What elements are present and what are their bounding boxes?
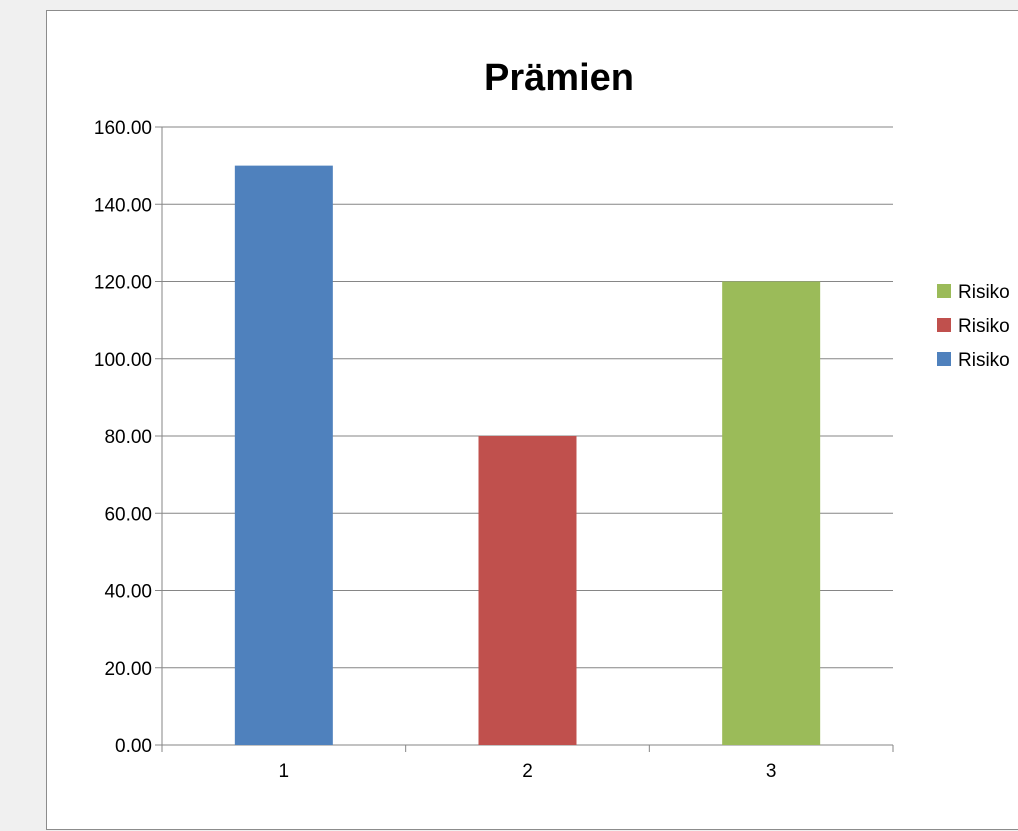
y-tick-label: 120.00 <box>94 273 152 294</box>
legend-label: Risiko <box>958 316 1010 337</box>
legend-swatch <box>937 284 951 298</box>
y-tick-label: 160.00 <box>94 118 152 139</box>
legend-label: Risiko <box>958 282 1010 303</box>
x-tick-label: 3 <box>766 761 777 782</box>
legend-swatch <box>937 318 951 332</box>
y-tick-label: 80.00 <box>104 427 152 448</box>
x-tick-label: 2 <box>522 761 533 782</box>
legend: Risiko Risiko Risiko <box>937 282 1010 371</box>
x-tick-label: 1 <box>279 761 290 782</box>
y-tick-label: 40.00 <box>104 582 152 603</box>
y-tick-label: 140.00 <box>94 195 152 216</box>
chart-title: Prämien <box>484 57 634 99</box>
chart-svg: Prämien 0.0020.0040.0060.0080.00100.0012… <box>94 57 1010 782</box>
bar-1 <box>234 165 333 745</box>
plot-area: 0.00 20.00 40.00 60.00 80.00 100.00 120.00 140.… <box>94 118 894 782</box>
y-tick-label: 60.00 <box>104 504 152 525</box>
legend-swatch <box>937 352 951 366</box>
legend-label: Risiko <box>958 350 1010 371</box>
chart-area: Prämien 0.00 20.00 40.00 60.00 80.00 100.00 12… <box>46 10 1018 830</box>
y-tick-label: 0.00 <box>115 736 152 757</box>
y-tick-label: 100.00 <box>94 350 152 371</box>
y-tick-label: 20.00 <box>104 659 152 680</box>
bar-3 <box>722 281 821 745</box>
bar-2 <box>478 436 577 745</box>
